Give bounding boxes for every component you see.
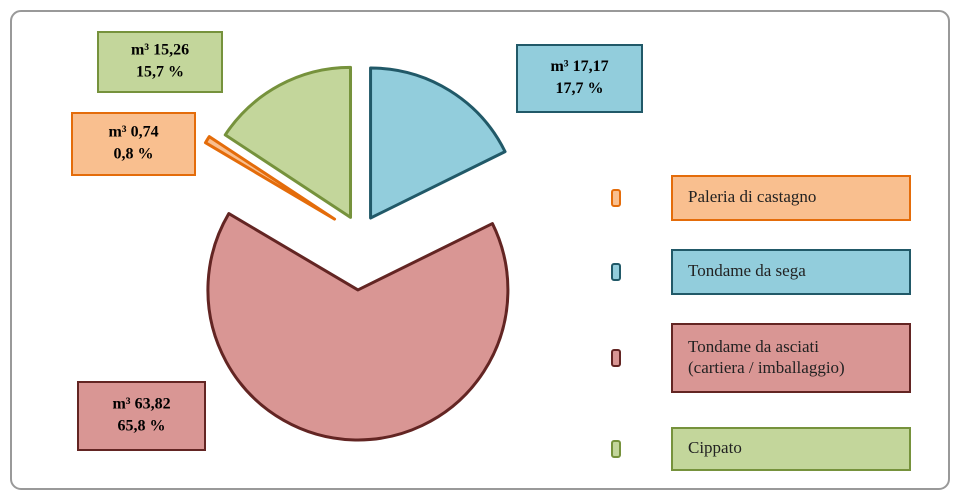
value-label: m³ 15,26 [131, 42, 189, 59]
legend-label: Paleria di castagno [688, 187, 816, 206]
legend-label-line: (cartiera / imballaggio) [688, 358, 845, 377]
pie-slice [369, 66, 507, 220]
pie-slice [203, 135, 337, 221]
percentage-label: 15,7 % [136, 64, 184, 81]
legend-label-line: Tondame da asciati [688, 337, 819, 356]
legend-marker [611, 440, 621, 458]
data-label-box [71, 112, 196, 176]
legend-marker [611, 349, 621, 367]
legend-box [671, 323, 911, 393]
legend-label: Cippato [688, 438, 742, 457]
legend-box [671, 175, 911, 221]
data-label-box [97, 31, 223, 93]
percentage-label: 0,8 % [114, 146, 154, 163]
pie-slice [206, 212, 510, 442]
pie-slice [223, 65, 353, 219]
value-label: m³ 63,82 [112, 396, 170, 413]
value-label: m³ 17,17 [550, 58, 608, 75]
percentage-label: 17,7 % [556, 80, 604, 97]
percentage-label: 65,8 % [118, 418, 166, 435]
legend-marker [611, 189, 621, 207]
legend-label: Tondame da asciati (cartiera / imballaggi… [688, 337, 845, 377]
legend-marker [611, 263, 621, 281]
value-label: m³ 0,74 [108, 124, 158, 141]
legend-label: Tondame da sega [688, 261, 806, 280]
data-label-box [77, 381, 206, 451]
legend-box [671, 427, 911, 471]
legend-box [671, 249, 911, 295]
data-label-box [516, 44, 643, 113]
